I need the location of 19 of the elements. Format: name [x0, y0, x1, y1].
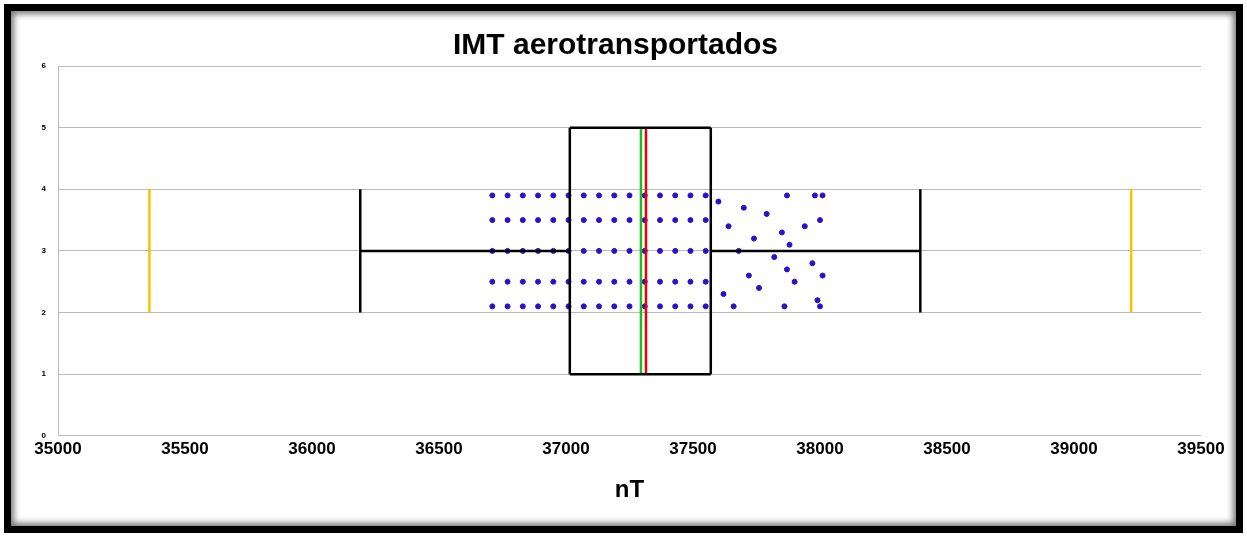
x-tick-label: 37000 — [542, 438, 590, 458]
x-tick-label: 39000 — [1050, 438, 1098, 458]
x-axis-title: nT — [614, 475, 645, 503]
y-tick-label: 3 — [41, 246, 47, 256]
x-tick-label: 37500 — [669, 438, 717, 458]
y-tick-label: 1 — [41, 369, 47, 379]
y-tick-label: 5 — [41, 122, 47, 132]
x-tick-label: 39500 — [1177, 438, 1225, 458]
x-tick-label: 36500 — [415, 438, 463, 458]
x-tick-label: 38500 — [923, 438, 971, 458]
y-tick-label: 2 — [41, 307, 47, 317]
y-tick-label: 6 — [41, 61, 47, 71]
chart-title: IMT aerotransportados — [452, 27, 779, 61]
y-tick-label: 0 — [41, 431, 47, 440]
x-tick-label: 35500 — [161, 438, 209, 458]
x-tick-label: 36000 — [288, 438, 336, 458]
x-tick-label: 35000 — [34, 438, 82, 458]
x-tick-label: 38000 — [796, 438, 844, 458]
y-tick-label: 4 — [41, 184, 47, 194]
